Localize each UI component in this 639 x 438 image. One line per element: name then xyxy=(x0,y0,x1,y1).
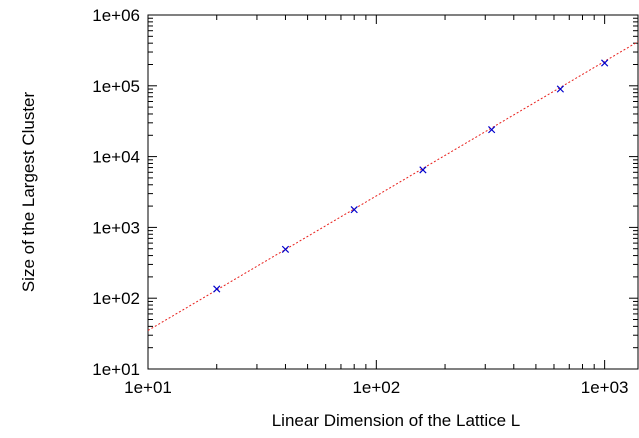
data-point xyxy=(281,245,290,253)
data-point xyxy=(601,59,609,67)
x-tick-label: 1e+01 xyxy=(124,378,172,397)
x-tick-label: 1e+02 xyxy=(352,378,400,397)
data-point xyxy=(419,166,427,174)
y-tick-label: 1e+03 xyxy=(92,218,140,237)
x-axis-label: Linear Dimension of the Lattice L xyxy=(272,411,521,430)
y-axis-label: Size of the Largest Cluster xyxy=(19,92,38,293)
data-point xyxy=(488,126,496,134)
x-tick-label: 1e+03 xyxy=(581,378,629,397)
y-tick-label: 1e+05 xyxy=(92,77,140,96)
data-point xyxy=(556,85,565,93)
y-tick-label: 1e+01 xyxy=(92,360,140,379)
y-axis-ticks: 1e+01 1e+02 1e+03 1e+04 1e+05 1e+06 xyxy=(92,6,638,379)
y-tick-label: 1e+06 xyxy=(92,6,140,25)
x-axis-ticks: 1e+01 1e+02 1e+03 xyxy=(124,15,629,397)
series-layer xyxy=(147,41,639,331)
y-tick-label: 1e+02 xyxy=(92,289,140,308)
fit-line xyxy=(147,41,639,331)
data-point xyxy=(213,285,221,293)
plot-frame xyxy=(147,14,639,370)
y-tick-label: 1e+04 xyxy=(92,148,140,167)
data-point xyxy=(350,206,358,214)
